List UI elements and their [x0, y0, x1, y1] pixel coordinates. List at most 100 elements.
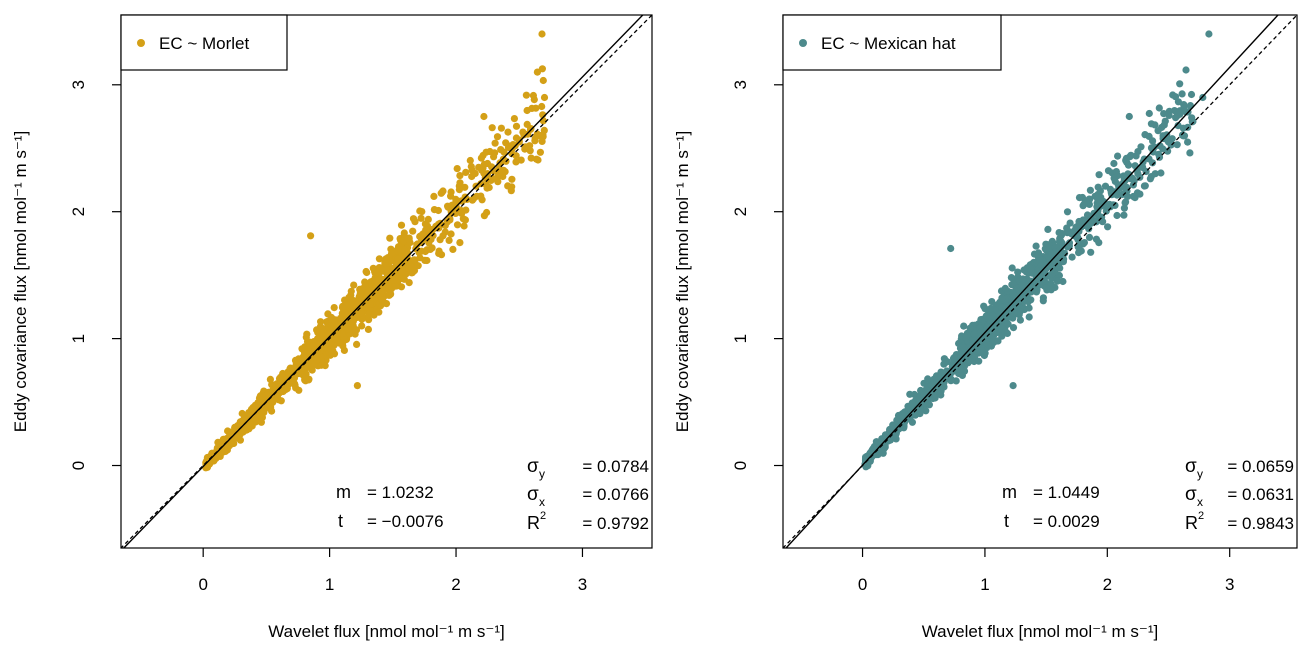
data-point [900, 409, 909, 417]
legend: EC ~ Mexican hat [782, 14, 1002, 71]
data-point [1047, 286, 1055, 294]
y-tick-label: 3 [731, 80, 750, 89]
data-point [1063, 208, 1072, 216]
data-point [1151, 170, 1159, 178]
data-point [357, 309, 366, 317]
data-points [202, 30, 549, 472]
data-point [452, 195, 460, 203]
data-point [398, 267, 406, 275]
data-point [331, 335, 339, 343]
y-axis-label: Eddy covariance flux [nmol mol⁻¹ m s⁻¹] [11, 131, 30, 432]
data-point [996, 310, 1004, 319]
data-point [1058, 230, 1066, 238]
data-point [279, 369, 287, 378]
data-point [1122, 154, 1130, 162]
legend: EC ~ Morlet [120, 14, 288, 71]
data-point [522, 91, 531, 99]
data-point [1085, 225, 1093, 233]
data-point [533, 68, 542, 76]
data-point [1008, 301, 1016, 309]
data-point [356, 290, 364, 298]
data-point [1086, 186, 1094, 194]
data-point [1042, 265, 1050, 273]
data-point [382, 255, 390, 263]
data-point [1060, 255, 1068, 263]
stat-sigma-x-subscript: x [1197, 495, 1203, 509]
data-point [231, 423, 239, 431]
stat-sigma-x-subscript: x [539, 495, 545, 509]
data-point [1091, 217, 1099, 225]
data-point [439, 232, 447, 240]
data-point [281, 380, 289, 389]
legend-label: EC ~ Morlet [159, 34, 249, 53]
plot-frame [782, 14, 1298, 549]
data-point [1182, 66, 1190, 74]
data-point [409, 227, 417, 235]
stat-sigma-y-value: = 0.0784 [582, 457, 649, 476]
data-point [1160, 121, 1168, 129]
data-point [1123, 192, 1132, 200]
data-point [1020, 266, 1028, 274]
data-point [277, 397, 285, 405]
data-point [1095, 239, 1103, 247]
data-point [309, 341, 317, 350]
data-point [262, 400, 270, 408]
data-point [538, 137, 546, 145]
data-point [507, 187, 515, 195]
data-point [1085, 233, 1094, 241]
data-point [994, 320, 1002, 329]
data-point [1045, 241, 1053, 249]
data-point [372, 277, 380, 285]
data-point [1099, 218, 1107, 226]
data-point [1061, 249, 1069, 257]
legend-box [120, 14, 288, 71]
data-point [347, 287, 355, 295]
data-point [1110, 174, 1118, 182]
data-point [875, 438, 883, 446]
scatter-panel-2: 0 1 2 3 0 1 2 3 Wavelet flux [nmol mol⁻¹ m s⁻¹] E… [673, 14, 1298, 641]
x-tick-label: 3 [1225, 575, 1234, 594]
data-point [521, 143, 529, 151]
data-point [400, 246, 409, 254]
data-point [330, 304, 338, 312]
data-point [1094, 195, 1102, 203]
data-point [445, 236, 453, 244]
data-points [861, 30, 1213, 471]
data-point [1053, 277, 1062, 285]
data-point [327, 346, 335, 354]
stat-t-label: t [338, 511, 343, 531]
data-point [446, 216, 454, 224]
data-point [1075, 217, 1083, 226]
data-point [975, 357, 983, 365]
stat-t-value: = 0.0029 [1033, 512, 1100, 531]
plot-frame [120, 14, 653, 549]
data-point [366, 300, 374, 308]
data-point [534, 156, 542, 164]
data-point [423, 256, 431, 265]
data-point [906, 390, 914, 398]
data-point [266, 375, 274, 383]
data-point [1048, 250, 1056, 258]
data-point [202, 461, 210, 469]
data-point [1087, 248, 1095, 256]
data-point [358, 322, 366, 330]
data-point [1176, 80, 1184, 88]
data-point [1104, 223, 1112, 231]
data-point [375, 308, 383, 316]
data-point [1010, 309, 1018, 317]
data-point [362, 293, 370, 301]
data-point [966, 324, 974, 332]
data-point [950, 353, 958, 362]
data-point [418, 208, 426, 216]
data-point [1120, 211, 1128, 219]
data-point [1063, 243, 1072, 251]
data-point [456, 172, 464, 180]
data-point [1056, 264, 1064, 272]
data-point [340, 346, 348, 354]
data-point [435, 249, 443, 257]
data-point [480, 112, 488, 121]
data-point [1095, 171, 1103, 179]
data-point [1009, 324, 1018, 332]
data-point [495, 170, 503, 178]
